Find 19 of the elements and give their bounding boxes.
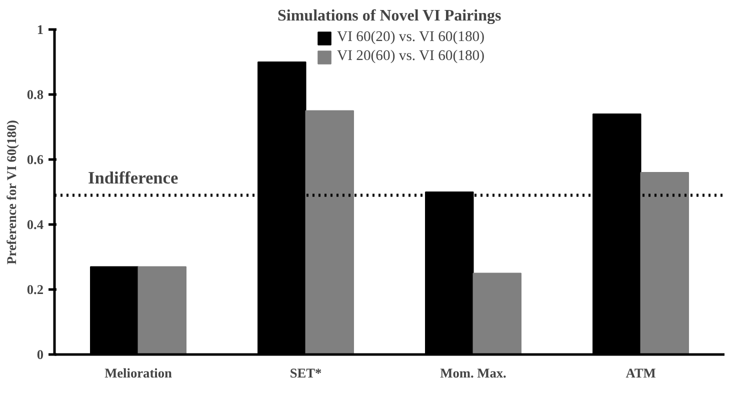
chart-title: Simulations of Novel VI Pairings [277, 8, 502, 24]
y-tick-label: 0.4 [26, 217, 44, 232]
y-tick-label: 1 [36, 22, 44, 37]
y-tick-label: 0 [36, 347, 44, 362]
legend-label: VI 60(20) vs. VI 60(180) [337, 29, 484, 46]
y-axis-title: Preference for VI 60(180) [4, 120, 19, 264]
y-tick-label: 0.2 [26, 282, 44, 297]
legend-label: VI 20(60) vs. VI 60(180) [337, 48, 484, 65]
bar [472, 272, 522, 354]
y-tick-label: 0.8 [26, 87, 44, 102]
x-tick-label: Mom. Max. [440, 366, 506, 380]
x-tick-label: SET* [290, 366, 322, 380]
bar [305, 110, 354, 354]
x-tick-label: ATM [626, 366, 656, 380]
y-tick-label: 0.6 [26, 152, 44, 167]
bar [640, 172, 689, 354]
x-tick-label: Melioration [104, 366, 173, 380]
bar [138, 266, 186, 354]
ref-line-label: Indifference [88, 168, 178, 188]
